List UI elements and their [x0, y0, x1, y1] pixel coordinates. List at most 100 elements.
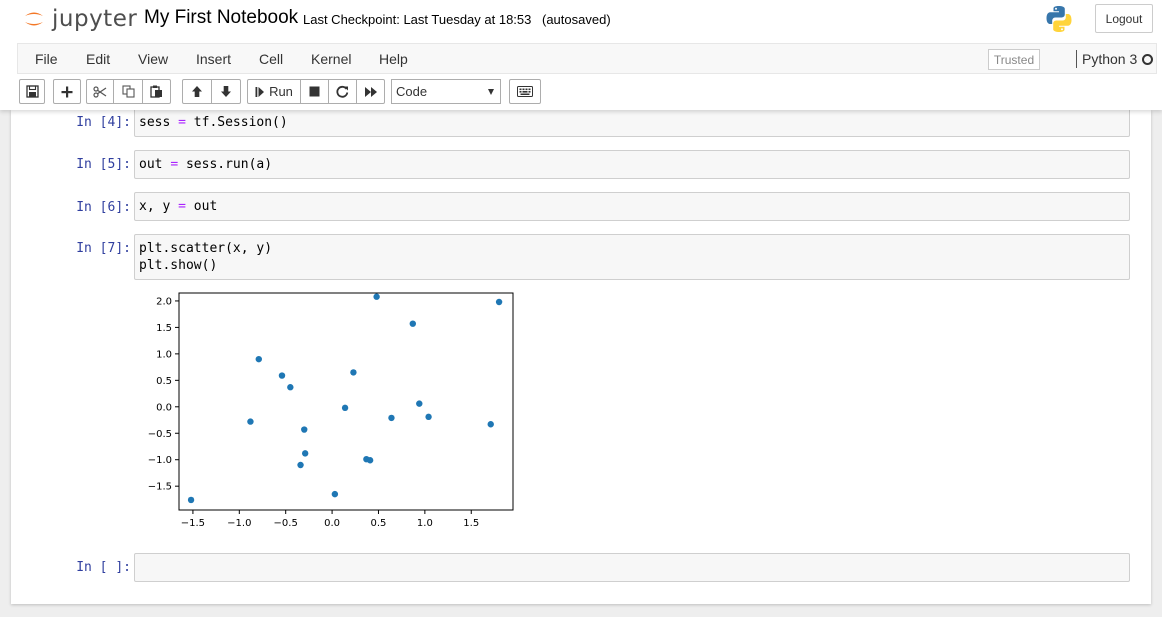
cell-prompt: In [ ]: — [76, 560, 131, 575]
cell-prompt: In [4]: — [76, 115, 131, 130]
scatter-point — [301, 450, 309, 457]
cell-input[interactable] — [134, 553, 1130, 582]
cut-icon — [93, 85, 107, 98]
logo-text: jupyter — [52, 6, 138, 32]
code-line: plt.show() — [139, 258, 218, 273]
y-tick-label: 0.0 — [156, 402, 172, 413]
y-tick-label: −1.0 — [148, 455, 172, 466]
move-down-button[interactable] — [211, 79, 241, 104]
scatter-point — [425, 413, 432, 421]
fast-forward-icon — [364, 86, 377, 97]
x-tick-label: −1.0 — [227, 518, 251, 528]
menu-view[interactable]: View — [138, 51, 169, 67]
restart-button[interactable] — [328, 79, 357, 104]
notebook-name[interactable]: My First Notebook — [144, 7, 299, 28]
restart-icon — [336, 85, 349, 98]
checkpoint-status: Last Checkpoint: Last Tuesday at 18:53 — [303, 12, 532, 27]
menu-edit[interactable]: Edit — [86, 51, 111, 67]
cell-prompt: In [7]: — [76, 241, 131, 256]
logout-button[interactable]: Logout — [1095, 4, 1153, 33]
scatter-point — [495, 298, 503, 306]
scatter-point — [409, 320, 416, 327]
notebook-container: In [4]: sess = tf.Session() In [5]: out … — [11, 108, 1151, 604]
menu-cell[interactable]: Cell — [259, 51, 284, 67]
x-tick-label: −0.5 — [274, 518, 298, 528]
output-plot: −1.5 −1.0 −0.5 0.0 0.5 1.0 1.5 −1.5 −1.0 −0.5 0.0 0… — [134, 288, 524, 529]
toolbar: Run Code — [19, 79, 619, 105]
scatter-point — [247, 418, 254, 425]
cell-input[interactable]: plt.scatter(x, y) plt.show() — [134, 234, 1130, 280]
jupyter-logo[interactable]: jupyter — [22, 5, 137, 33]
cell-type-select[interactable]: Code — [391, 79, 501, 104]
x-tick-label: −1.5 — [181, 518, 205, 528]
scatter-point — [331, 490, 339, 498]
menu-kernel[interactable]: Kernel — [311, 51, 352, 67]
code-line: x, y = out — [139, 199, 218, 214]
arrow-up-icon — [192, 86, 202, 97]
kernel-idle-icon — [1142, 54, 1153, 65]
copy-icon — [121, 85, 135, 98]
cell-input[interactable]: out = sess.run(a) — [134, 150, 1130, 179]
x-tick-label: 1.0 — [417, 518, 433, 528]
menu-insert[interactable]: Insert — [196, 51, 232, 67]
insert-cell-button[interactable] — [53, 79, 81, 104]
scatter-point — [297, 461, 304, 469]
python-logo-icon — [1044, 4, 1074, 34]
keyboard-icon — [517, 86, 533, 97]
y-tick-label: −0.5 — [148, 429, 172, 440]
restart-run-all-button[interactable] — [356, 79, 385, 104]
kernel-divider — [1076, 50, 1077, 68]
y-tick-label: 2.0 — [156, 296, 172, 307]
save-button[interactable] — [19, 79, 45, 104]
command-palette-button[interactable] — [509, 79, 541, 104]
save-icon — [25, 85, 39, 98]
cell-prompt: In [5]: — [76, 157, 131, 172]
move-up-button[interactable] — [182, 79, 212, 104]
scatter-point — [416, 400, 423, 407]
jupyter-logo-icon — [22, 7, 46, 31]
x-tick-label: 1.5 — [463, 518, 479, 528]
run-button[interactable]: Run — [247, 79, 301, 104]
menu-file[interactable]: File — [35, 51, 58, 67]
scatter-point — [301, 426, 308, 433]
kernel-name[interactable]: Python 3 — [1082, 51, 1138, 67]
interrupt-button[interactable] — [300, 79, 329, 104]
scatter-point — [388, 414, 395, 422]
menu-help[interactable]: Help — [379, 51, 408, 67]
run-icon — [255, 86, 265, 97]
trusted-indicator[interactable]: Trusted — [988, 49, 1040, 70]
scatter-point — [341, 404, 349, 412]
scatter-point — [187, 496, 195, 504]
autosave-status: (autosaved) — [542, 12, 611, 27]
y-tick-label: −1.5 — [148, 482, 172, 493]
run-label: Run — [269, 84, 293, 99]
stop-icon — [309, 86, 320, 97]
scatter-point — [366, 457, 374, 464]
cut-button[interactable] — [86, 79, 114, 104]
copy-button[interactable] — [113, 79, 143, 104]
cell-input[interactable]: x, y = out — [134, 192, 1130, 221]
y-tick-label: 1.5 — [156, 323, 172, 334]
y-tick-label: 1.0 — [156, 349, 172, 360]
scatter-point — [255, 355, 262, 363]
scatter-chart: −1.5 −1.0 −0.5 0.0 0.5 1.0 1.5 −1.5 −1.0 −0.5 0.0 0… — [148, 292, 514, 529]
cell-type-value: Code — [396, 84, 428, 99]
plus-icon — [61, 86, 73, 97]
x-tick-label: 0.0 — [324, 518, 340, 528]
scatter-point — [278, 372, 286, 379]
y-tick-label: 0.5 — [156, 376, 172, 387]
header: jupyter My First Notebook Last Checkpoin… — [0, 0, 1162, 110]
paste-icon — [150, 85, 162, 98]
scatter-point — [287, 384, 294, 391]
code-line: plt.scatter(x, y) — [139, 241, 273, 256]
x-tick-label: 0.5 — [371, 518, 387, 528]
cell-input[interactable]: sess = tf.Session() — [134, 108, 1130, 137]
scatter-point — [373, 293, 380, 300]
scatter-point — [350, 369, 357, 376]
paste-button[interactable] — [142, 79, 171, 104]
scatter-point — [487, 421, 494, 428]
menubar: File Edit View Insert Cell Kernel Help T… — [17, 43, 1157, 74]
chevron-down-icon — [488, 89, 494, 95]
cell-prompt: In [6]: — [76, 200, 131, 215]
arrow-down-icon — [221, 86, 231, 97]
